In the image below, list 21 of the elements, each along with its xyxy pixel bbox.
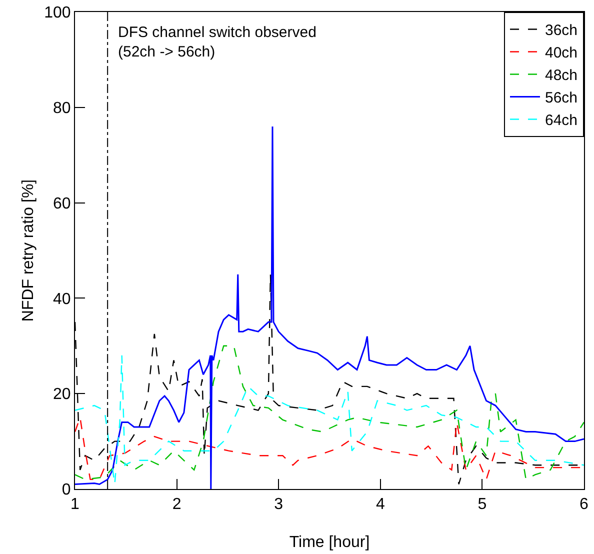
y-tick-label: 20 <box>53 386 71 404</box>
x-tick-label: 2 <box>172 496 182 514</box>
y-tick-label: 100 <box>44 4 71 22</box>
legend-label: 40ch <box>545 44 578 62</box>
legend-label: 48ch <box>545 67 578 84</box>
x-tick-label: 1 <box>70 496 80 514</box>
y-tick-label: 60 <box>53 195 71 212</box>
line-series <box>75 126 584 489</box>
legend-label: 56ch <box>545 90 578 107</box>
ref-line-label: DFS channel switch observed (52ch -> 56ch) <box>118 24 316 60</box>
x-tick-label: 6 <box>580 496 589 514</box>
y-tick-label: 40 <box>53 290 71 308</box>
legend-label: 64ch <box>545 112 578 130</box>
x-axis-title: Time [hour] <box>289 534 370 551</box>
legend-label: 36ch <box>545 22 578 40</box>
y-tick-label: 0 <box>62 482 71 499</box>
y-tick-label: 80 <box>53 100 71 117</box>
x-tick-label: 5 <box>478 496 487 514</box>
x-tick-label: 4 <box>376 496 385 514</box>
y-axis-title: NFDF retry ratio [%] <box>20 179 37 322</box>
x-tick-label: 3 <box>274 496 284 514</box>
